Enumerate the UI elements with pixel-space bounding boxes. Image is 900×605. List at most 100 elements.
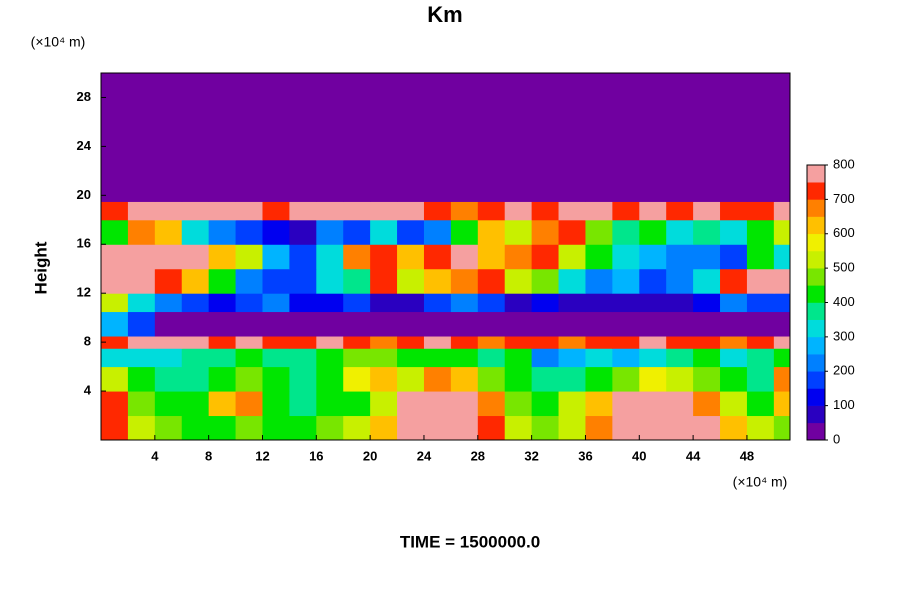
heatmap-cell	[262, 366, 290, 392]
heatmap-cell	[504, 366, 533, 392]
y-unit: (×10⁴ m)	[31, 34, 86, 50]
x-tick-label: 4	[151, 448, 159, 463]
heatmap-cell	[666, 348, 694, 368]
heatmap-cell	[773, 311, 791, 337]
heatmap-cell	[693, 311, 721, 337]
heatmap-cell	[666, 73, 694, 202]
heatmap-cell	[181, 293, 210, 313]
heatmap-cell	[289, 311, 317, 337]
heatmap-cell	[720, 73, 748, 202]
heatmap-cell	[585, 73, 613, 202]
heatmap-cell	[450, 336, 479, 349]
heatmap-cell	[720, 311, 748, 337]
heatmap-cell	[397, 348, 425, 368]
colorbar-band	[807, 336, 825, 355]
x-tick-label: 48	[740, 448, 754, 463]
heatmap-cell	[504, 244, 533, 270]
heatmap-cell	[423, 415, 452, 441]
heatmap-cell	[746, 73, 775, 202]
heatmap-cell	[558, 336, 586, 349]
heatmap-cell	[612, 293, 640, 313]
heatmap-cell	[289, 244, 317, 270]
heatmap-cell	[101, 219, 129, 245]
heatmap-cell	[693, 219, 721, 245]
heatmap-cell	[558, 415, 586, 441]
heatmap-cell	[746, 366, 775, 392]
heatmap-cell	[773, 391, 791, 417]
heatmap-cell	[558, 268, 586, 294]
heatmap-cell	[397, 366, 425, 392]
heatmap-cell	[639, 293, 667, 313]
heatmap-cell	[612, 391, 640, 417]
heatmap-cell	[612, 219, 640, 245]
heatmap-cell	[181, 336, 210, 349]
heatmap-cell	[235, 391, 263, 417]
x-tick-label: 12	[255, 448, 269, 463]
heatmap-cell	[289, 201, 317, 221]
heatmap-cell	[370, 73, 398, 202]
heatmap-cell	[504, 201, 533, 221]
heatmap-cell	[666, 293, 694, 313]
heatmap-cell	[773, 293, 791, 313]
heatmap-cell	[504, 415, 533, 441]
colorbar-band	[807, 268, 825, 286]
heatmap-cell	[477, 336, 506, 349]
heatmap-cell	[101, 244, 129, 270]
heatmap-cell	[639, 336, 667, 349]
heatmap-cell	[504, 268, 533, 294]
heatmap-cell	[558, 219, 586, 245]
heatmap-cell	[370, 311, 398, 337]
heatmap-cell	[666, 268, 694, 294]
heatmap-cell	[504, 73, 533, 202]
heatmap-cell	[773, 244, 791, 270]
heatmap-cell	[585, 219, 613, 245]
heatmap-cell	[127, 244, 156, 270]
heatmap-cell	[127, 201, 156, 221]
colorbar-band	[807, 371, 825, 389]
heatmap-cell	[397, 219, 425, 245]
heatmap-cell	[262, 348, 290, 368]
heatmap-cell	[477, 366, 506, 392]
heatmap-cell	[101, 336, 129, 349]
heatmap-cell	[666, 366, 694, 392]
heatmap-cell	[746, 336, 775, 349]
heatmap-cell	[450, 268, 479, 294]
heatmap-cell	[531, 293, 560, 313]
heatmap-cell	[397, 73, 425, 202]
heatmap-cell	[585, 293, 613, 313]
heatmap-cell	[181, 201, 210, 221]
heatmap-cell	[316, 293, 344, 313]
heatmap-cell	[477, 391, 506, 417]
heatmap-cell	[343, 348, 371, 368]
heatmap-cell	[450, 201, 479, 221]
heatmap-cell	[531, 415, 560, 441]
heatmap-cell	[154, 415, 183, 441]
heatmap-cell	[585, 268, 613, 294]
heatmap-cell	[262, 268, 290, 294]
heatmap-cell	[720, 201, 748, 221]
heatmap-cell	[154, 311, 183, 337]
heatmap-cell	[289, 348, 317, 368]
heatmap-cell	[531, 73, 560, 202]
heatmap-cell	[693, 268, 721, 294]
heatmap-cell	[639, 311, 667, 337]
heatmap-cell	[127, 311, 156, 337]
colorbar-band	[807, 216, 825, 235]
heatmap-cell	[397, 391, 425, 417]
heatmap-cell	[181, 391, 210, 417]
heatmap-cell	[423, 219, 452, 245]
heatmap-cell	[370, 336, 398, 349]
heatmap-cell	[101, 348, 129, 368]
heatmap-cell	[746, 415, 775, 441]
colorbar-band	[807, 388, 825, 406]
heatmap-cell	[693, 348, 721, 368]
heatmap-cell	[343, 73, 371, 202]
heatmap-cell	[127, 415, 156, 441]
heatmap-cell	[531, 336, 560, 349]
heatmap-cell	[154, 293, 183, 313]
heatmap-cell	[450, 219, 479, 245]
colorbar-tick-label: 600	[833, 225, 855, 240]
x-tick-label: 32	[524, 448, 538, 463]
heatmap-cell	[289, 73, 317, 202]
